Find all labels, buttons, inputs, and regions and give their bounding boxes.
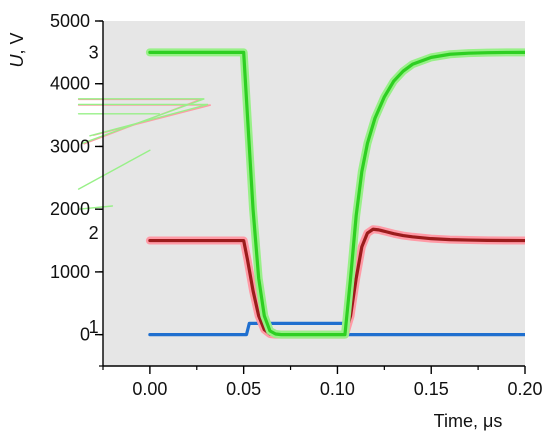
y-tick-label-3000: 3000 [50,136,90,156]
x-tick-label-0.00: 0.00 [132,379,167,399]
artifact-traces [77,98,211,210]
curve-label-3: 3 [89,42,99,62]
x-tick-label-0.05: 0.05 [226,379,261,399]
x-axis-title: Time, μs [434,411,503,431]
y-tick-label-4000: 4000 [50,74,90,94]
artifact-line-1-4 [77,205,114,210]
series-3-line [148,50,525,337]
y-axis-symbol: U [7,54,27,68]
y-tick-label-1000: 1000 [50,262,90,282]
y-axis-unit: , V [7,32,27,54]
y-tick-label-0: 0 [80,325,90,345]
x-tick-label-0.15: 0.15 [414,379,449,399]
axes-layer: 0 1000 2000 3000 4000 5000 0.00 0.05 0.10 0.15 0.2… [50,11,543,399]
x-tick-label-0.10: 0.10 [320,379,355,399]
labels-layer: 1 2 3 [89,42,99,337]
y-tick-label-2000: 2000 [50,199,90,219]
artifact-line-1-0 [77,98,205,145]
y-axis-title: U, V [7,32,27,67]
y-tick-label-5000: 5000 [50,11,90,31]
curve-label-1: 1 [89,317,99,337]
x-tick-label-0.20: 0.20 [507,379,542,399]
artifact-line-1-3 [77,149,151,190]
curve-label-2: 2 [89,223,99,243]
series-layer [145,48,525,339]
series-1-line [148,321,525,337]
plot-area [103,21,525,366]
artifact-line-1-1 [77,103,209,137]
